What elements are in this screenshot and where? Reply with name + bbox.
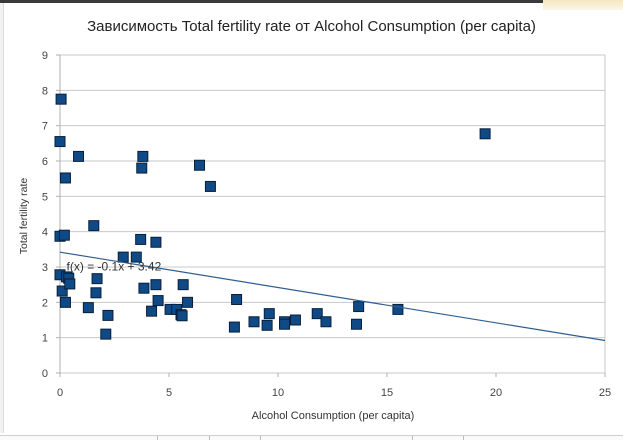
data-point	[150, 279, 162, 291]
data-point	[176, 310, 188, 322]
axes	[56, 54, 606, 377]
y-tick-label: 8	[42, 85, 48, 97]
column-divider	[463, 436, 464, 440]
x-axis-label: Alcohol Consumption (per capita)	[251, 410, 415, 422]
tick-labels: 0 1 2 3 4 5 6 7 8 9 0 5 10 15 20 25	[42, 50, 611, 399]
y-tick-label: 6	[42, 156, 48, 168]
x-tick-label: 20	[490, 387, 502, 399]
data-point	[279, 318, 291, 330]
data-point	[137, 150, 149, 162]
y-tick-label: 3	[42, 262, 48, 274]
data-point	[228, 321, 240, 333]
data-point	[102, 309, 114, 321]
y-tick-label: 2	[42, 297, 48, 309]
column-divider	[209, 436, 210, 440]
data-point	[54, 136, 66, 148]
data-point	[91, 273, 103, 285]
data-point	[59, 296, 71, 308]
sheet-bottom-edge	[0, 435, 623, 440]
y-tick-label: 4	[42, 227, 48, 239]
data-points	[54, 93, 491, 340]
data-point	[88, 220, 100, 232]
data-point	[56, 285, 68, 297]
sheet-left-edge	[0, 3, 4, 433]
x-tick-label: 15	[381, 387, 393, 399]
y-tick-label: 9	[42, 50, 48, 62]
data-point	[263, 308, 275, 320]
data-point	[135, 233, 147, 245]
column-divider	[157, 436, 158, 440]
data-point	[182, 296, 194, 308]
data-point	[130, 251, 142, 263]
data-point	[392, 303, 404, 315]
data-point	[350, 318, 362, 330]
data-point	[261, 319, 273, 331]
y-tick-label: 1	[42, 333, 48, 345]
data-point	[55, 93, 67, 105]
data-point	[353, 301, 365, 313]
y-tick-label: 5	[42, 191, 48, 203]
data-point	[59, 172, 71, 184]
gridlines	[60, 54, 605, 374]
window-top-accent	[543, 0, 623, 10]
data-point	[231, 294, 243, 306]
data-point	[138, 282, 150, 294]
data-point	[146, 305, 158, 317]
data-point	[289, 314, 301, 326]
window-top-border	[0, 0, 623, 3]
data-point	[479, 128, 491, 140]
data-point	[152, 295, 164, 307]
data-point	[194, 159, 206, 171]
data-point	[73, 150, 85, 162]
data-point	[150, 236, 162, 248]
x-tick-label: 5	[166, 387, 172, 399]
data-point	[82, 302, 94, 314]
chart-title: Зависимость Total fertility rate от Alco…	[87, 18, 536, 35]
data-point	[320, 316, 332, 328]
data-point	[248, 316, 260, 328]
data-point	[177, 279, 189, 291]
data-point	[90, 287, 102, 299]
data-point	[100, 328, 112, 340]
x-tick-label: 10	[272, 387, 284, 399]
data-point	[204, 180, 216, 192]
x-tick-label: 0	[57, 387, 63, 399]
y-tick-label: 7	[42, 121, 48, 133]
column-divider	[412, 436, 413, 440]
trendline-group: f(x) = -0.1x + 3.42	[59, 251, 606, 342]
y-tick-label: 0	[42, 368, 48, 380]
trendline-equation: f(x) = -0.1x + 3.42	[67, 260, 162, 274]
data-point	[136, 162, 148, 174]
data-point	[58, 229, 70, 241]
data-point	[311, 308, 323, 320]
x-tick-label: 25	[599, 387, 611, 399]
data-point	[64, 278, 76, 290]
trendline	[59, 251, 606, 342]
column-divider	[260, 436, 261, 440]
